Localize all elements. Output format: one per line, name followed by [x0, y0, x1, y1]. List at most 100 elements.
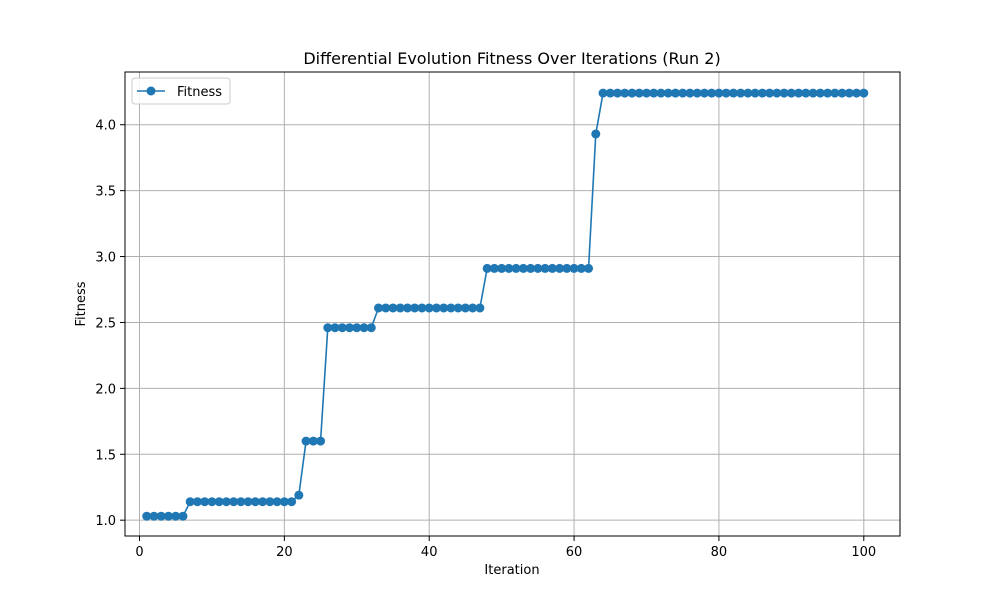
plot-area-frame [124, 71, 901, 537]
data-point [765, 88, 775, 98]
data-point [489, 263, 499, 273]
data-point [663, 88, 673, 98]
data-point [526, 263, 536, 273]
data-point [395, 303, 405, 313]
data-point [750, 88, 760, 98]
data-point [192, 497, 202, 507]
data-point [786, 88, 796, 98]
data-point [482, 263, 492, 273]
data-point [431, 303, 441, 313]
series-layer [142, 88, 869, 521]
data-point [844, 88, 854, 98]
data-point [555, 263, 565, 273]
data-point [852, 88, 862, 98]
data-point [345, 323, 355, 333]
data-point [475, 303, 485, 313]
data-point [743, 88, 753, 98]
y-tick-label: 1.5 [95, 448, 116, 463]
data-point [366, 323, 376, 333]
data-point [316, 436, 326, 446]
data-point [620, 88, 630, 98]
data-point [330, 323, 340, 333]
data-point [591, 129, 601, 139]
data-point [642, 88, 651, 98]
data-point [171, 511, 181, 521]
data-point [859, 88, 869, 98]
data-point [721, 88, 731, 98]
data-point [808, 88, 818, 98]
data-point [772, 88, 782, 98]
data-point [294, 490, 304, 500]
data-point [200, 497, 210, 507]
data-point [243, 497, 253, 507]
data-point [576, 263, 586, 273]
data-point [214, 497, 224, 507]
data-point [779, 88, 789, 98]
data-point [837, 88, 847, 98]
legend-label-fitness: Fitness [177, 85, 222, 100]
data-point [460, 303, 470, 313]
data-point [497, 263, 507, 273]
y-axis-label: Fitness [74, 281, 89, 326]
data-point [156, 511, 166, 521]
data-point [540, 263, 550, 273]
data-point [279, 497, 289, 507]
x-tick-label: 100 [851, 545, 876, 560]
data-point [757, 88, 767, 98]
data-point [417, 303, 427, 313]
data-point [649, 88, 659, 98]
data-point [562, 263, 572, 273]
x-tick-label: 20 [276, 545, 293, 560]
data-point [236, 497, 246, 507]
x-tick-label: 40 [421, 545, 438, 560]
data-point [801, 88, 811, 98]
data-point [424, 303, 434, 313]
data-point [656, 88, 666, 98]
data-point [229, 497, 239, 507]
data-point [250, 497, 260, 507]
data-point [149, 511, 159, 521]
data-point [446, 303, 456, 313]
y-tick-label: 2.5 [95, 316, 116, 331]
data-point [178, 511, 188, 521]
data-point [374, 303, 383, 313]
data-point [272, 497, 282, 507]
data-point [511, 263, 521, 273]
legend-marker-swatch [146, 86, 156, 96]
data-point [613, 88, 623, 98]
data-point [185, 497, 195, 507]
data-point [533, 263, 543, 273]
data-point [468, 303, 478, 313]
x-tick-label: 60 [566, 545, 583, 560]
data-point [359, 323, 369, 333]
data-point [258, 497, 268, 507]
data-point [287, 497, 297, 507]
data-point [699, 88, 709, 98]
data-point [163, 511, 173, 521]
data-point [692, 88, 702, 98]
data-point [627, 88, 637, 98]
chart-title: Differential Evolution Fitness Over Iter… [303, 49, 720, 68]
data-point [518, 263, 528, 273]
x-tick-label: 0 [135, 545, 143, 560]
data-point [337, 323, 347, 333]
y-tick-label: 1.0 [95, 514, 116, 529]
data-point [728, 88, 738, 98]
x-tick-label: 80 [711, 545, 728, 560]
legend: Fitness [131, 77, 231, 105]
data-point [685, 88, 695, 98]
data-point [207, 497, 217, 507]
x-axis-label: Iteration [484, 563, 539, 578]
data-point [308, 436, 318, 446]
data-point [221, 497, 231, 507]
y-tick-label: 3.0 [95, 251, 116, 266]
data-point [547, 263, 557, 273]
data-point [439, 303, 449, 313]
data-point [794, 88, 804, 98]
y-tick-label: 3.5 [95, 185, 116, 200]
data-point [388, 303, 398, 313]
data-point [605, 88, 615, 98]
y-tick-label: 2.0 [95, 382, 116, 397]
data-point [707, 88, 717, 98]
